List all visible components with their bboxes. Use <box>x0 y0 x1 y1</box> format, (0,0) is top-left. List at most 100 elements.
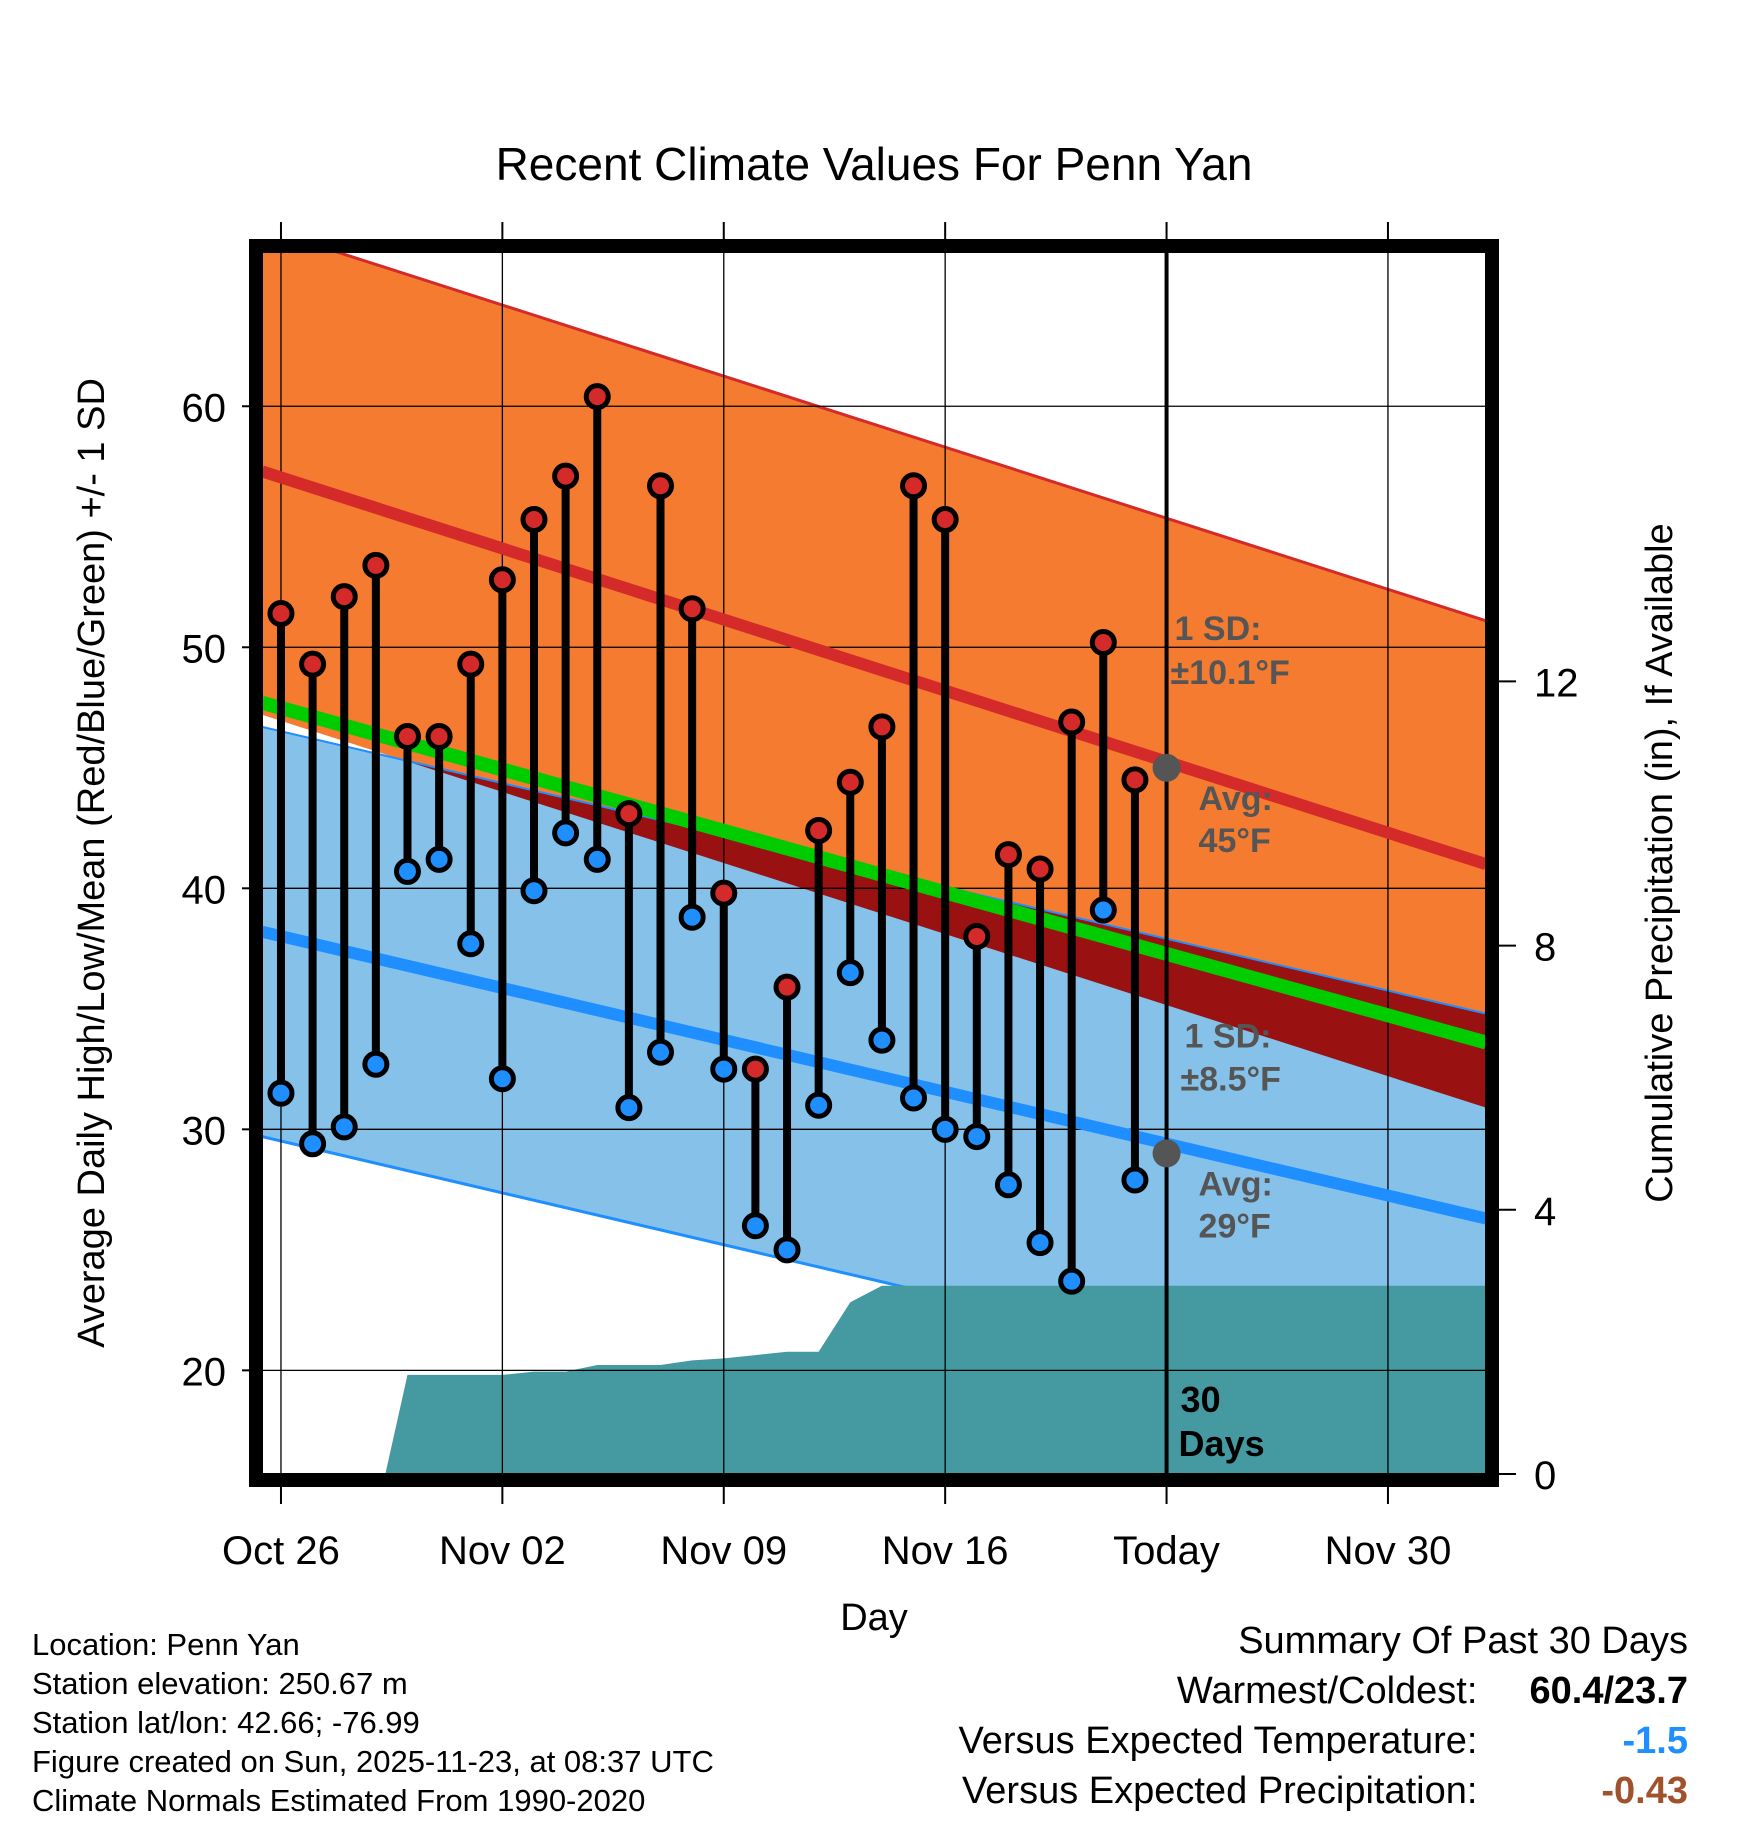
x-tick-label: Today <box>1113 1529 1220 1573</box>
today-low-avg-dot <box>1152 1139 1181 1168</box>
y-tick-label-left: 20 <box>182 1350 227 1394</box>
warm-cold-value: 60.4/23.7 <box>1529 1670 1688 1712</box>
today-high-avg-dot <box>1152 753 1181 782</box>
daily-high-point <box>1058 708 1086 736</box>
y-tick-label-right: 4 <box>1534 1190 1556 1234</box>
warm-cold-label: Warmest/Coldest: <box>1176 1670 1478 1712</box>
y-tick-label-left: 60 <box>182 386 227 430</box>
daily-high-point <box>931 506 959 534</box>
daily-high-point <box>1121 766 1149 794</box>
daily-low-point <box>1058 1267 1086 1295</box>
low-normal-line <box>262 925 1486 1225</box>
low-sd-label: 1 SD: <box>1185 1017 1272 1055</box>
daily-high-point <box>457 650 485 678</box>
summary-warm-cold: Warmest/Coldest: 60.4/23.7 <box>1177 1670 1688 1713</box>
daily-low-point <box>647 1038 675 1066</box>
daily-high-point <box>678 595 706 623</box>
daily-low-point <box>1089 896 1117 924</box>
x-tick-label: Oct 26 <box>222 1529 340 1573</box>
high-avg-label: Avg: <box>1199 780 1273 818</box>
window-label-days: Days <box>1179 1423 1265 1464</box>
daily-low-point <box>393 857 421 885</box>
daily-low-point <box>615 1094 643 1122</box>
daily-low-point <box>457 930 485 958</box>
y-tick-label-right: 0 <box>1534 1454 1556 1498</box>
elevation-text: Station elevation: 250.67 m <box>32 1666 408 1701</box>
high-sd-upper-edge <box>332 252 1486 623</box>
daily-high-point <box>615 800 643 828</box>
summary-temp: Versus Expected Temperature: -1.5 <box>959 1720 1688 1763</box>
high-normal-line <box>262 465 1486 870</box>
daily-low-point <box>931 1115 959 1143</box>
y-tick-label-right: 12 <box>1534 661 1579 705</box>
location-text: Location: Penn Yan <box>32 1627 300 1662</box>
low-avg-label: Avg: <box>1199 1165 1273 1203</box>
y-tick-label-left: 50 <box>182 627 227 671</box>
temp-label: Versus Expected Temperature: <box>958 1720 1478 1762</box>
x-tick-label: Nov 02 <box>439 1529 566 1573</box>
plot-frame <box>249 239 1499 1487</box>
daily-low-point <box>710 1055 738 1083</box>
daily-high-point <box>868 713 896 741</box>
summary-precip: Versus Expected Precipitation: -0.43 <box>962 1770 1688 1813</box>
daily-low-point <box>963 1123 991 1151</box>
daily-low-point <box>583 845 611 873</box>
daily-low-point <box>488 1065 516 1093</box>
precip-value: -0.43 <box>1601 1770 1688 1812</box>
daily-high-point <box>552 462 580 490</box>
daily-high-point <box>362 551 390 579</box>
created-text: Figure created on Sun, 2025-11-23, at 08… <box>32 1744 714 1779</box>
daily-low-point <box>773 1236 801 1264</box>
daily-low-point <box>678 903 706 931</box>
daily-low-point <box>836 959 864 987</box>
y-tick-label-right: 8 <box>1534 926 1556 970</box>
daily-high-point <box>393 722 421 750</box>
daily-high-point <box>583 383 611 411</box>
temp-value: -1.5 <box>1622 1720 1688 1762</box>
y-axis-label-left: Average Daily High/Low/Mean (Red/Blue/Gr… <box>71 378 113 1348</box>
daily-high-point <box>710 879 738 907</box>
precip-label: Versus Expected Precipitation: <box>962 1770 1478 1812</box>
daily-low-point <box>1121 1166 1149 1194</box>
daily-low-point <box>1026 1229 1054 1257</box>
daily-high-point <box>520 506 548 534</box>
x-tick-label: Nov 16 <box>882 1529 1009 1573</box>
y-tick-label-left: 40 <box>182 868 227 912</box>
daily-high-point <box>647 472 675 500</box>
daily-low-point <box>741 1212 769 1240</box>
summary-title: Summary Of Past 30 Days <box>1238 1620 1688 1662</box>
normals-text: Climate Normals Estimated From 1990-2020 <box>32 1783 646 1818</box>
daily-low-point <box>868 1026 896 1054</box>
daily-low-point <box>267 1079 295 1107</box>
x-tick-label: Nov 30 <box>1325 1529 1452 1573</box>
daily-low-point <box>552 819 580 847</box>
x-axis-label: Day <box>840 1597 908 1639</box>
daily-low-point <box>207 848 229 870</box>
daily-high-point <box>900 472 928 500</box>
x-tick-label: Nov 09 <box>660 1529 787 1573</box>
daily-low-point <box>330 1113 358 1141</box>
y-tick-label-left: 30 <box>182 1109 227 1153</box>
mean-normal-line <box>262 695 1486 1050</box>
daily-high-point <box>741 1055 769 1083</box>
high-avg-value: 45°F <box>1199 822 1271 860</box>
high-sd-value: ±10.1°F <box>1171 654 1290 692</box>
daily-high-point <box>488 566 516 594</box>
daily-high-point <box>1089 628 1117 656</box>
daily-high-point <box>267 600 295 628</box>
latlon-text: Station lat/lon: 42.66; -76.99 <box>32 1705 420 1740</box>
daily-low-point <box>425 845 453 873</box>
chart-title: Recent Climate Values For Penn Yan <box>496 138 1253 190</box>
high-sd-label: 1 SD: <box>1175 610 1262 648</box>
daily-high-point <box>773 973 801 1001</box>
daily-low-point <box>805 1091 833 1119</box>
daily-high-point <box>330 583 358 611</box>
daily-high-point <box>425 722 453 750</box>
daily-high-point <box>994 841 1022 869</box>
daily-low-point <box>520 877 548 905</box>
daily-low-point <box>299 1130 327 1158</box>
plot-area <box>207 252 1486 1474</box>
precip-area <box>385 1285 1486 1474</box>
y-axis-label-right: Cumulative Precipitation (in), If Availa… <box>1639 523 1681 1202</box>
low-avg-value: 29°F <box>1199 1207 1271 1245</box>
